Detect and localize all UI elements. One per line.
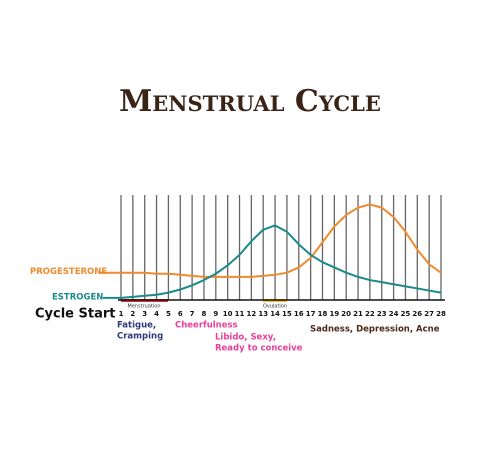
x-tick-label: 4 [154, 310, 159, 318]
series-line [120, 224, 442, 299]
annotation: Sadness, Depression, Acne [310, 325, 440, 335]
x-tick-label: 16 [294, 310, 304, 318]
series-line [121, 203, 442, 278]
x-tick-label: 28 [436, 310, 446, 318]
x-tick-label: 14 [270, 310, 280, 318]
x-tick-label: 1 [119, 310, 124, 318]
x-tick-label: 23 [377, 310, 387, 318]
x-tick-label: 10 [223, 310, 233, 318]
phase-label: Menstruation [128, 304, 161, 310]
x-tick-label: 15 [282, 310, 292, 318]
x-tick-label: 21 [353, 310, 363, 318]
x-tick-label: 27 [424, 310, 434, 318]
x-tick-label: 11 [235, 310, 245, 318]
x-tick-label: 22 [365, 310, 375, 318]
x-tick-label: 26 [412, 310, 422, 318]
annotation: Ready to conceive [215, 344, 303, 354]
legend-label: ESTROGEN [52, 292, 103, 302]
x-tick-label: 12 [246, 310, 256, 318]
annotation: Fatigue, [117, 321, 156, 331]
chart-title: Menstrual Cycle [119, 84, 381, 119]
x-tick-label: 13 [258, 310, 268, 318]
x-tick-label: 20 [341, 310, 351, 318]
legend-label: PROGESTERONE [30, 267, 107, 277]
x-tick-label: 5 [166, 310, 171, 318]
x-tick-label: 6 [178, 310, 183, 318]
annotation: Cramping [117, 332, 163, 342]
x-tick-label: 17 [306, 310, 316, 318]
annotation: Libido, Sexy, [215, 333, 276, 343]
x-tick-label: 25 [401, 310, 411, 318]
x-tick-label: 19 [329, 310, 339, 318]
x-tick-label: 8 [202, 310, 207, 318]
x-tick-label: 3 [142, 310, 147, 318]
x-tick-label: 18 [318, 310, 328, 318]
x-axis-label: Cycle Start [35, 307, 116, 322]
x-tick-label: 2 [130, 310, 135, 318]
x-tick-label: 24 [389, 310, 399, 318]
x-tick-label: 9 [213, 310, 218, 318]
phase-label: Ovulation [263, 304, 287, 310]
x-tick-label: 7 [190, 310, 195, 318]
annotation: Cheerfulness [175, 321, 238, 331]
